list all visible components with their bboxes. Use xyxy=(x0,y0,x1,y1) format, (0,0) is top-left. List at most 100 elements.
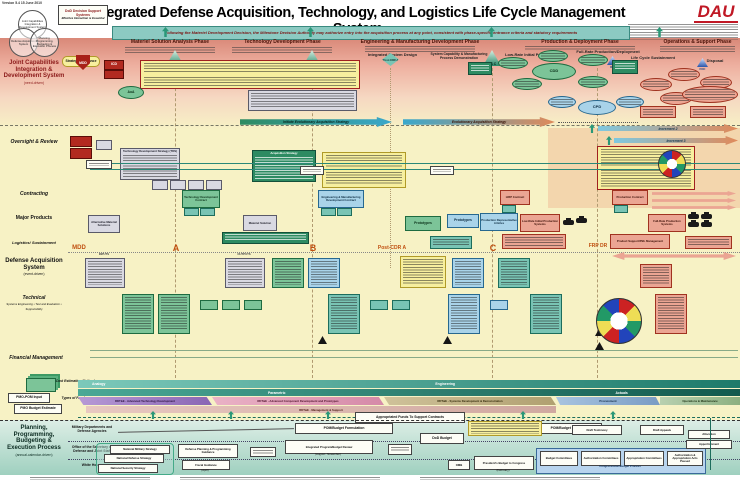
cdd-satellite-2 xyxy=(538,50,568,62)
pmo-pom-label: PMO-POM Input xyxy=(16,395,42,400)
method-actuals: Actuals xyxy=(615,390,628,395)
pres-budget-box: President's Budget to Congress xyxy=(474,456,534,470)
vehicle-icon-1 xyxy=(563,218,574,225)
das-frp-letter: FRP DR xyxy=(588,243,608,249)
phase-entry-arrow-4 xyxy=(656,27,663,37)
contract-mini-3 xyxy=(188,180,204,190)
phase-msa-desc xyxy=(125,47,215,55)
pd-sub1: Low-Rate Initial Production xyxy=(505,52,557,57)
phase-pd-desc xyxy=(525,46,635,51)
pom-submit-label: POM/Budget Submit xyxy=(550,425,584,430)
jcids-acronym-legend xyxy=(140,60,360,89)
prod-contract-label: Production Contract xyxy=(616,195,644,200)
vehicle-icon-6 xyxy=(701,220,712,227)
vehicle-icon-3 xyxy=(688,212,699,219)
phase-td-desc xyxy=(232,47,332,55)
ppbe-legend-box xyxy=(468,421,542,436)
foc-triangle xyxy=(697,58,708,67)
jpg-mini-box xyxy=(250,447,276,457)
draft-appeals-box: Draft Appeals xyxy=(640,425,684,435)
dod-budget-label: DoD Budget xyxy=(432,435,452,440)
das-mdd-letter: MDD xyxy=(72,245,86,251)
tech-stack-3 xyxy=(328,294,360,334)
footer-text-right xyxy=(420,477,600,480)
emd-sub1: Integrated System Design xyxy=(367,52,418,57)
fund-arrow-3 xyxy=(325,411,331,419)
aoa-ellipse: AoA xyxy=(118,86,144,99)
venn-callout-title: DoD Decision Support Systems xyxy=(65,9,101,17)
jcids-green-box-1 xyxy=(468,62,492,75)
contract-mini-4 xyxy=(206,180,222,190)
initiate-strategy-label: Initiate Evolutionary Acquisition Strate… xyxy=(282,120,350,124)
phase-os-desc xyxy=(660,46,735,52)
das-b-letter: B xyxy=(309,243,317,253)
oversight-mini-1 xyxy=(70,136,92,147)
td-contract-rfp-2 xyxy=(200,208,215,216)
increment2-arrow: Increment 2 xyxy=(598,124,738,133)
mdd-shield: MDD xyxy=(76,55,90,70)
post-cdr-diamond: Post-CDR A xyxy=(382,53,399,66)
draft-testimony-box: Draft Testimony xyxy=(572,425,622,435)
fund-arrow-1 xyxy=(150,411,156,419)
ppbe-row-sep-2 xyxy=(68,459,740,460)
tech-mini-5 xyxy=(392,300,410,310)
jcids-gray-box xyxy=(248,90,357,111)
method-engineering: Engineering xyxy=(435,382,455,386)
phase-emd: Engineering & Manufacturing Development … xyxy=(360,39,480,45)
supportability-assessments-arrow xyxy=(612,252,736,260)
venn-callout: DoD Decision Support Systems Effective I… xyxy=(58,5,108,25)
pbl-legend-box xyxy=(400,256,446,288)
money-icon xyxy=(26,378,56,392)
fund-sdd-label: RDT&E - Systems Development & Demonstrat… xyxy=(437,399,503,403)
fund-procurement-label: Procurement xyxy=(599,399,617,403)
pres-budget-label: President's Budget to Congress xyxy=(482,460,526,465)
os-sub2: Disposal xyxy=(706,58,724,63)
pom-formulation-label: POM/Budget Formulation xyxy=(323,425,365,430)
tech-stack-1 xyxy=(122,294,154,334)
cost-band-2: Parametric Actuals xyxy=(78,389,740,396)
draft-testimony-label: Draft Testimony xyxy=(586,427,608,432)
pom-formulation-box: POM/Budget Formulation xyxy=(295,423,393,434)
sustainment-contract-arrow-2 xyxy=(652,198,736,203)
initiate-strategy-arrow: Initiate Evolutionary Acquisition Strate… xyxy=(240,117,392,127)
product-support-wheel xyxy=(596,298,642,344)
vline-msb xyxy=(312,68,313,378)
appropriated-funds-box: Appropriated Funds To Support Contracts xyxy=(355,412,465,423)
apportionment-label: Apportionment xyxy=(698,442,720,447)
sidebar-contracting: Contracting xyxy=(19,191,49,197)
prototypes2-box: Prototypes xyxy=(447,214,479,228)
icd-box: ICD xyxy=(104,60,124,70)
pmo-budget-label: PMO Budget Estimate xyxy=(20,406,56,411)
ops-environment-box xyxy=(685,236,732,249)
entry-banner: Following the Materiel Development Decis… xyxy=(112,26,630,40)
jcids-green-box-2 xyxy=(612,60,638,74)
evolutionary-strategy-arrow: Evolutionary Acquisition Strategy xyxy=(403,117,555,127)
frp-systems-label: Full-Rate Production Systems xyxy=(653,219,681,226)
review-triangle-1 xyxy=(318,336,327,344)
td-contract-label: Technology Development Contract xyxy=(184,195,218,202)
cpd-ellipse: CPD xyxy=(578,100,616,115)
dau-logo: DAU xyxy=(694,2,738,24)
c-inputs-stack xyxy=(452,258,484,288)
emd-sub2: System Capability & Manufacturing Proces… xyxy=(430,52,488,60)
os-ellipse-1 xyxy=(640,78,672,91)
tlcsm-line-2 xyxy=(90,169,740,170)
appropriation-committees-box: Appropriation Committees xyxy=(624,451,664,466)
phase-entry-arrow-2 xyxy=(307,27,314,37)
increment3-label: Increment 3 xyxy=(666,138,686,143)
lrip-contract-box: LRIP Contract xyxy=(500,190,530,205)
fiscal-guidance-label: Fiscal Guidance xyxy=(195,462,217,467)
lrip-systems-box: Low-Rate Initial Production Systems xyxy=(520,214,560,232)
tech-mini-2 xyxy=(222,300,240,310)
alt-solutions-box: Alternative Materiel Solutions xyxy=(88,215,120,233)
lrip-systems-label: Low-Rate Initial Production Systems xyxy=(521,219,559,226)
pmo-budget-box: PMO Budget Estimate xyxy=(14,404,62,414)
product-support-strategy-bar xyxy=(222,232,309,244)
review-triangle-4 xyxy=(595,342,604,350)
emd-legend-box xyxy=(322,152,406,188)
das-c-letter: C xyxy=(489,243,497,253)
top-right-fine-print xyxy=(628,24,738,40)
sidebar-logistics: Logistics/ Sustainment xyxy=(12,240,56,245)
tech-stack-6 xyxy=(655,294,687,334)
pra-box: Production Representative Articles xyxy=(480,213,518,231)
